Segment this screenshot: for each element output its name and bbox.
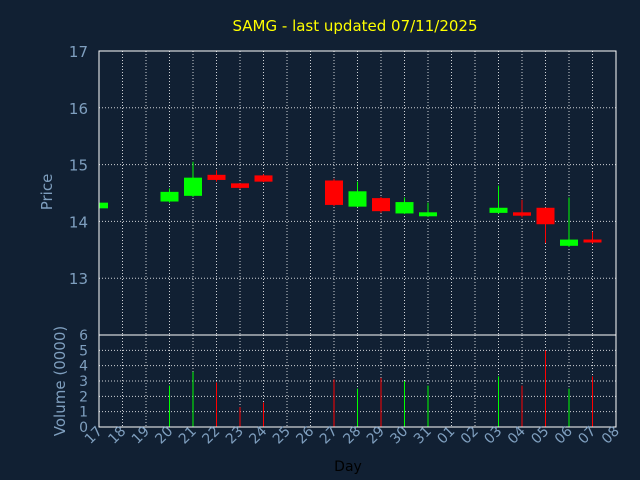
candle-body <box>254 175 273 182</box>
candle <box>372 196 390 213</box>
price-tick-label: 15 <box>69 157 88 175</box>
candle-body <box>419 212 437 217</box>
candle-body <box>560 239 578 246</box>
candle <box>583 231 602 244</box>
candle-body <box>207 174 226 180</box>
price-tick-label: 14 <box>69 213 88 231</box>
candle <box>489 185 508 214</box>
price-tick-label: 13 <box>69 270 88 288</box>
candle <box>348 181 367 208</box>
candle <box>325 178 343 207</box>
candle-body <box>348 191 367 207</box>
chart-title: SAMG - last updated 07/11/2025 <box>233 17 478 35</box>
price-tick-label: 17 <box>69 43 88 61</box>
candle <box>231 183 249 190</box>
candle-body <box>395 202 414 214</box>
candle-body <box>372 198 390 212</box>
candle-body <box>583 239 602 243</box>
candle <box>395 197 414 215</box>
candle <box>184 161 202 197</box>
candle <box>536 207 555 243</box>
x-axis-ticks: 17 18 19 20 21 22 23 24 25 26 27 28 29 30 31 01 02 03 04 05… <box>82 423 623 447</box>
volume-tick-label: 3 <box>79 374 88 390</box>
candle <box>513 199 531 218</box>
price-panel: 13 14 15 16 17 Price <box>38 43 617 336</box>
x-axis-label: Day <box>334 459 362 475</box>
candle <box>207 170 226 182</box>
candle-body <box>325 180 343 205</box>
candle <box>560 197 578 247</box>
volume-tick-label: 2 <box>79 389 88 405</box>
candle-body <box>489 207 508 213</box>
candle <box>254 174 273 183</box>
volume-axis-label: Volume (0000) <box>51 326 69 436</box>
volume-tick-label: 5 <box>79 343 88 359</box>
volume-bars <box>169 350 593 427</box>
candle <box>419 202 437 217</box>
price-tick-label: 16 <box>69 100 88 118</box>
volume-tick-label: 1 <box>79 405 88 421</box>
candle-body <box>160 191 179 202</box>
candle-body <box>231 183 249 188</box>
price-axis-ticks: 13 14 15 16 17 <box>69 43 88 288</box>
volume-plot-frame <box>98 334 617 428</box>
volume-tick-label: 0 <box>79 420 88 436</box>
price-axis-label: Price <box>38 174 56 211</box>
candle-body <box>184 177 202 196</box>
candle <box>160 188 179 203</box>
candles <box>98 161 602 247</box>
volume-tick-label: 6 <box>79 328 88 344</box>
candle-body <box>513 212 531 216</box>
candle-body <box>99 202 108 209</box>
candle-body <box>536 207 555 225</box>
volume-tick-label: 4 <box>79 359 88 375</box>
